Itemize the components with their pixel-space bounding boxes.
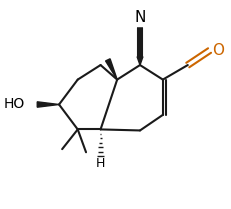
- Text: H: H: [96, 157, 105, 170]
- Text: HO: HO: [3, 98, 25, 111]
- Text: N: N: [134, 10, 146, 25]
- Polygon shape: [37, 102, 59, 107]
- Text: O: O: [212, 43, 224, 58]
- Polygon shape: [137, 57, 143, 65]
- Polygon shape: [106, 59, 117, 80]
